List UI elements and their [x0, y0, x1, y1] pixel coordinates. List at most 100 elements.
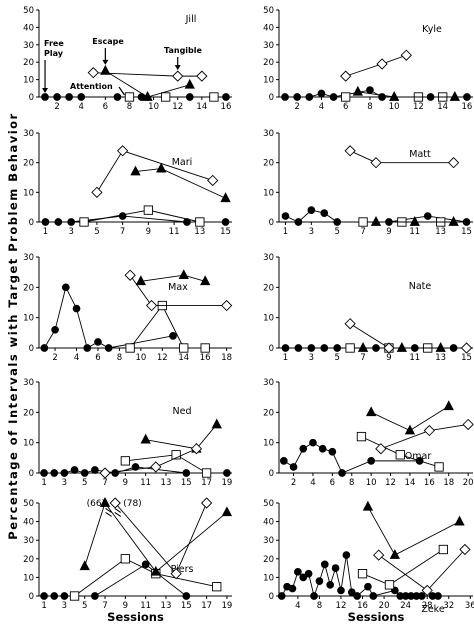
point-escape [100, 64, 111, 75]
x-tick-label: 15 [461, 353, 472, 363]
x-tick-label: 32 [443, 601, 454, 611]
point-free-play [320, 344, 329, 352]
participant-name: Nate [409, 281, 432, 292]
x-tick-label: 14 [196, 102, 207, 112]
y-tick-label: 10 [263, 188, 274, 198]
point-free-play [118, 212, 127, 220]
x-tick-label: 3 [309, 227, 314, 237]
point-tangible [207, 174, 219, 187]
series-line-tangible [349, 323, 467, 349]
x-tick-label: 16 [221, 102, 232, 112]
y-tick-label: 30 [23, 378, 34, 388]
point-attention [384, 580, 395, 590]
point-free-play [91, 466, 99, 474]
x-tick-label: 4 [79, 102, 84, 112]
point-attention [200, 343, 210, 353]
x-tick-label: 15 [181, 478, 192, 488]
y-tick-label: 10 [23, 188, 34, 198]
x-tick-label: 11 [140, 601, 151, 611]
y-tick-label: 50 [23, 6, 34, 16]
y-tick-label: 0 [269, 592, 274, 602]
y-tick-label: 40 [23, 518, 34, 528]
point-tangible [400, 49, 412, 61]
x-tick-label: 9 [123, 601, 128, 611]
x-tick-label: 18 [221, 353, 232, 363]
point-escape [99, 497, 111, 507]
y-tick-label: 20 [263, 555, 274, 565]
y-tick-label: 0 [269, 469, 274, 479]
point-escape [409, 216, 420, 226]
x-tick-label: 3 [68, 227, 73, 237]
point-free-play [328, 447, 337, 456]
point-free-play [310, 592, 318, 600]
point-tangible [145, 299, 158, 312]
x-tick-label: 17 [201, 601, 212, 611]
point-free-play [462, 218, 471, 226]
series-line-escape [140, 274, 206, 282]
axis-break-mark [114, 512, 122, 517]
point-free-play [342, 551, 351, 559]
point-tangible [421, 584, 433, 597]
legend-arrowhead [42, 88, 49, 93]
point-free-play [83, 344, 92, 352]
point-tangible [459, 543, 471, 556]
point-tangible [383, 342, 395, 354]
point-escape [389, 91, 400, 101]
y-tick-label: 20 [23, 283, 34, 293]
point-attention [209, 92, 219, 102]
x-tick-label: 19 [222, 478, 233, 488]
y-tick-label: 30 [263, 536, 274, 546]
point-escape [389, 549, 401, 559]
point-attention [195, 217, 205, 227]
point-free-play [281, 212, 290, 220]
point-free-play [417, 592, 426, 600]
participant-name: Ned [173, 406, 192, 417]
point-free-play [111, 469, 120, 477]
point-attention [69, 591, 80, 601]
x-tick-label: 7 [120, 227, 125, 237]
point-free-play [60, 469, 69, 477]
x-tick-label: 36 [465, 601, 474, 611]
x-tick-label: 11 [409, 227, 420, 237]
point-free-play [91, 592, 99, 600]
point-free-play [288, 584, 297, 593]
point-free-play [294, 567, 302, 576]
y-tick-label: 50 [263, 6, 274, 16]
point-tangible [116, 145, 129, 157]
point-attention [395, 450, 405, 460]
axis-break-mark [105, 508, 112, 513]
x-tick-label: 8 [367, 102, 372, 112]
point-free-play [169, 332, 177, 340]
point-tangible [344, 145, 356, 157]
y-tick-label: 40 [263, 23, 274, 33]
x-tick-label: 9 [146, 227, 151, 237]
x-tick-label: 7 [360, 353, 365, 363]
point-tangible [375, 443, 387, 455]
x-tick-label: 2 [291, 478, 296, 488]
y-tick-label: 20 [23, 159, 34, 169]
point-tangible [373, 549, 385, 561]
x-tick-label: 11 [140, 478, 151, 488]
participant-name: Matt [409, 149, 431, 160]
x-tick-label: 1 [283, 353, 288, 363]
point-escape [140, 433, 151, 444]
legend-arrow-attention [118, 86, 125, 96]
x-tick-label: 1 [283, 227, 288, 237]
point-free-play [70, 466, 79, 474]
y-tick-label: 30 [263, 41, 274, 51]
point-escape [200, 275, 211, 286]
x-tick-label: 11 [409, 353, 420, 363]
point-free-play [40, 592, 48, 600]
panel-kyle: 0 10 20 30 40 50 2 4 6 8 10 12 14 16 Kyle [263, 6, 473, 112]
x-tick-label: 1 [43, 227, 48, 237]
x-tick-label: 7 [102, 601, 107, 611]
x-tick-label: 3 [309, 353, 314, 363]
point-escape [370, 216, 382, 226]
point-free-play [434, 592, 442, 600]
point-escape [142, 91, 153, 101]
x-tick-label: 4 [319, 102, 324, 112]
point-escape [178, 269, 189, 280]
point-attention [161, 92, 171, 102]
point-free-play [80, 469, 89, 477]
